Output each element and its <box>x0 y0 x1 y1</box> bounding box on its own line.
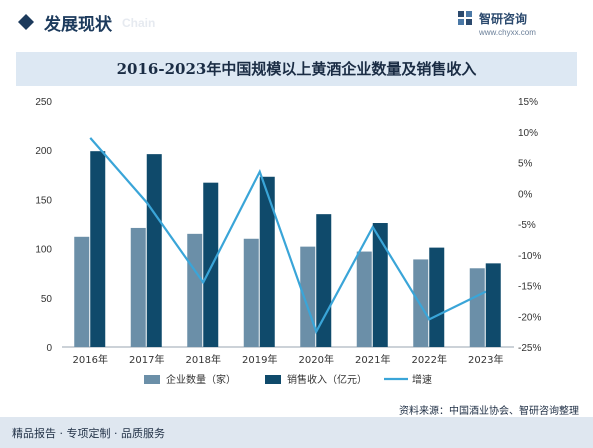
bar-enterprise-count <box>300 246 316 347</box>
legend-swatch <box>265 375 281 384</box>
footer-bar: 精品报告 · 专项定制 · 品质服务 <box>0 417 593 448</box>
brand-block: 智研咨询 www.chyxx.com <box>443 8 573 42</box>
bar-enterprise-count <box>413 259 429 347</box>
x-tick-label: 2022年 <box>412 353 447 366</box>
bar-enterprise-count <box>74 236 90 347</box>
y-left-tick-label: 200 <box>35 146 52 157</box>
y-right-tick-label: 5% <box>518 159 533 170</box>
brand-name: 智研咨询 <box>479 12 528 26</box>
x-tick-label: 2017年 <box>129 353 164 366</box>
bar-enterprise-count <box>356 251 372 347</box>
diamond-icon <box>18 14 34 30</box>
legend-label: 增速 <box>412 373 432 386</box>
bar-sales-revenue <box>485 263 501 347</box>
y-right-tick-label: 15% <box>518 97 538 108</box>
y-left-tick-label: 150 <box>35 195 52 206</box>
x-tick-label: 2019年 <box>242 353 277 366</box>
bar-sales-revenue <box>316 214 332 347</box>
brand-logo-icon <box>458 11 472 25</box>
y-left-tick-label: 250 <box>35 97 52 108</box>
bar-sales-revenue <box>146 154 162 347</box>
y-right-tick-label: 0% <box>518 189 533 200</box>
bar-sales-revenue <box>90 151 106 347</box>
y-right-tick-label: -10% <box>518 251 541 262</box>
y-right-tick-label: -5% <box>518 220 536 231</box>
y-right-tick-label: 10% <box>518 128 538 139</box>
x-tick-label: 2020年 <box>299 353 334 366</box>
y-left-tick-label: 50 <box>41 294 53 305</box>
bar-enterprise-count <box>187 233 203 347</box>
footer-tagline: 精品报告 · 专项定制 · 品质服务 <box>12 427 165 440</box>
x-tick-label: 2018年 <box>186 353 221 366</box>
page-header: 发展现状 Chain 智研咨询 www.chyxx.com <box>0 0 593 44</box>
y-right-tick-label: -15% <box>518 282 541 293</box>
bar-enterprise-count <box>130 227 146 347</box>
bar-enterprise-count <box>469 268 485 347</box>
chart-title: 2016-2023年中国规模以上黄酒企业数量及销售收入 <box>116 60 477 78</box>
y-left-tick-label: 100 <box>35 245 52 256</box>
legend-label: 销售收入（亿元） <box>287 373 367 386</box>
x-tick-label: 2016年 <box>73 353 108 366</box>
y-right-tick-label: -25% <box>518 343 541 354</box>
brand-url: www.chyxx.com <box>479 28 536 37</box>
chart-title-band: 2016-2023年中国规模以上黄酒企业数量及销售收入 <box>16 52 577 86</box>
y-right-tick-label: -20% <box>518 312 541 323</box>
bar-sales-revenue <box>259 176 275 347</box>
x-tick-label: 2023年 <box>468 353 503 366</box>
source-note: 资料来源：中国酒业协会、智研咨询整理 <box>399 406 579 417</box>
bar-sales-revenue <box>372 223 388 347</box>
header-watermark: Chain <box>122 16 156 30</box>
bar-sales-revenue <box>429 247 445 347</box>
bar-sales-revenue <box>203 182 219 347</box>
legend-label: 企业数量（家） <box>166 373 236 386</box>
section-title: 发展现状 <box>44 15 112 35</box>
bar-enterprise-count <box>243 238 259 347</box>
growth-line <box>89 137 487 335</box>
legend-swatch <box>144 375 160 384</box>
y-left-tick-label: 0 <box>46 343 52 354</box>
x-tick-label: 2021年 <box>355 353 390 366</box>
